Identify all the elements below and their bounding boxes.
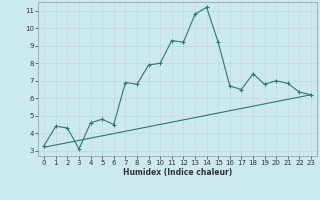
X-axis label: Humidex (Indice chaleur): Humidex (Indice chaleur) (123, 168, 232, 177)
